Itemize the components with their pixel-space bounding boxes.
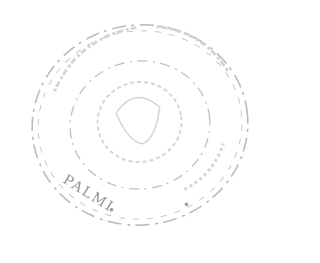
stamp-image: PALMI [0,0,261,263]
page: PALMI (() => { const data = JSON.parse(d… [0,0,261,263]
background [0,0,261,263]
